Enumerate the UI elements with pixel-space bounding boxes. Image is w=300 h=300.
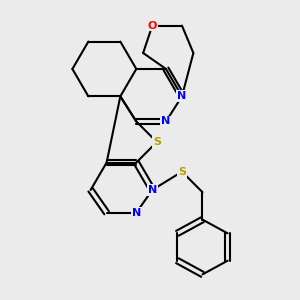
Text: N: N [161,116,171,127]
Text: N: N [132,208,141,218]
Text: N: N [177,92,187,101]
Text: O: O [148,21,157,31]
Text: S: S [178,167,186,177]
Text: S: S [153,137,161,147]
Text: N: N [148,185,157,195]
